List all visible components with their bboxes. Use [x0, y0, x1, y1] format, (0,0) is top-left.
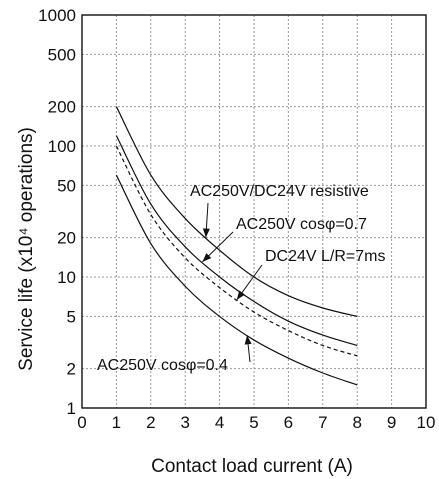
series-line-1: [115, 135, 358, 347]
x-tick-label: 6: [284, 413, 293, 432]
annotation-arrowhead: [236, 290, 245, 300]
x-tick-label: 3: [180, 413, 189, 432]
annotation-arrowhead: [202, 253, 212, 262]
grid: [82, 15, 426, 408]
y-tick-label: 50: [57, 176, 76, 195]
annotation-label: AC250V cosφ=0.4: [97, 357, 228, 374]
annotation-arrowhead: [244, 335, 252, 345]
annotation-arrowhead: [202, 228, 210, 238]
y-tick-label: 2: [67, 360, 76, 379]
y-tick-label: 1000: [38, 6, 76, 25]
x-tick-label: 9: [387, 413, 396, 432]
x-axis-title: Contact load current (A): [151, 456, 353, 477]
x-tick-label: 7: [318, 413, 327, 432]
annotations: AC250V/DC24V resistive AC250V cosφ=0.7 DC2…: [97, 183, 386, 374]
x-tick-label: 10: [417, 413, 436, 432]
x-tick-label: 1: [112, 413, 121, 432]
x-tick-label: 4: [215, 413, 224, 432]
plot-frame: [81, 14, 427, 409]
y-tick-label: 1: [67, 399, 76, 418]
series-line-3: [115, 174, 358, 386]
annotation-label: DC24V L/R=7ms: [265, 248, 386, 265]
y-tick-label: 5: [67, 307, 76, 326]
series-line-2: [115, 145, 358, 357]
x-tick-label: 8: [352, 413, 361, 432]
x-tick-label: 5: [249, 413, 258, 432]
series-lines: [115, 106, 358, 386]
y-tick-label: 10: [57, 268, 76, 287]
y-tick-label: 200: [48, 98, 76, 117]
y-tick-label: 100: [48, 137, 76, 156]
y-axis-title: Service life (x10⁴ operations): [16, 127, 37, 371]
annotation-label: AC250V/DC24V resistive: [190, 183, 369, 200]
x-tick-label: 2: [146, 413, 155, 432]
plot-border: [81, 14, 427, 409]
y-tick-label: 500: [48, 45, 76, 64]
annotation-label: AC250V cosφ=0.7: [236, 216, 367, 233]
x-tick-label: 0: [77, 413, 86, 432]
y-tick-label: 20: [57, 229, 76, 248]
series-line-0: [115, 106, 358, 318]
